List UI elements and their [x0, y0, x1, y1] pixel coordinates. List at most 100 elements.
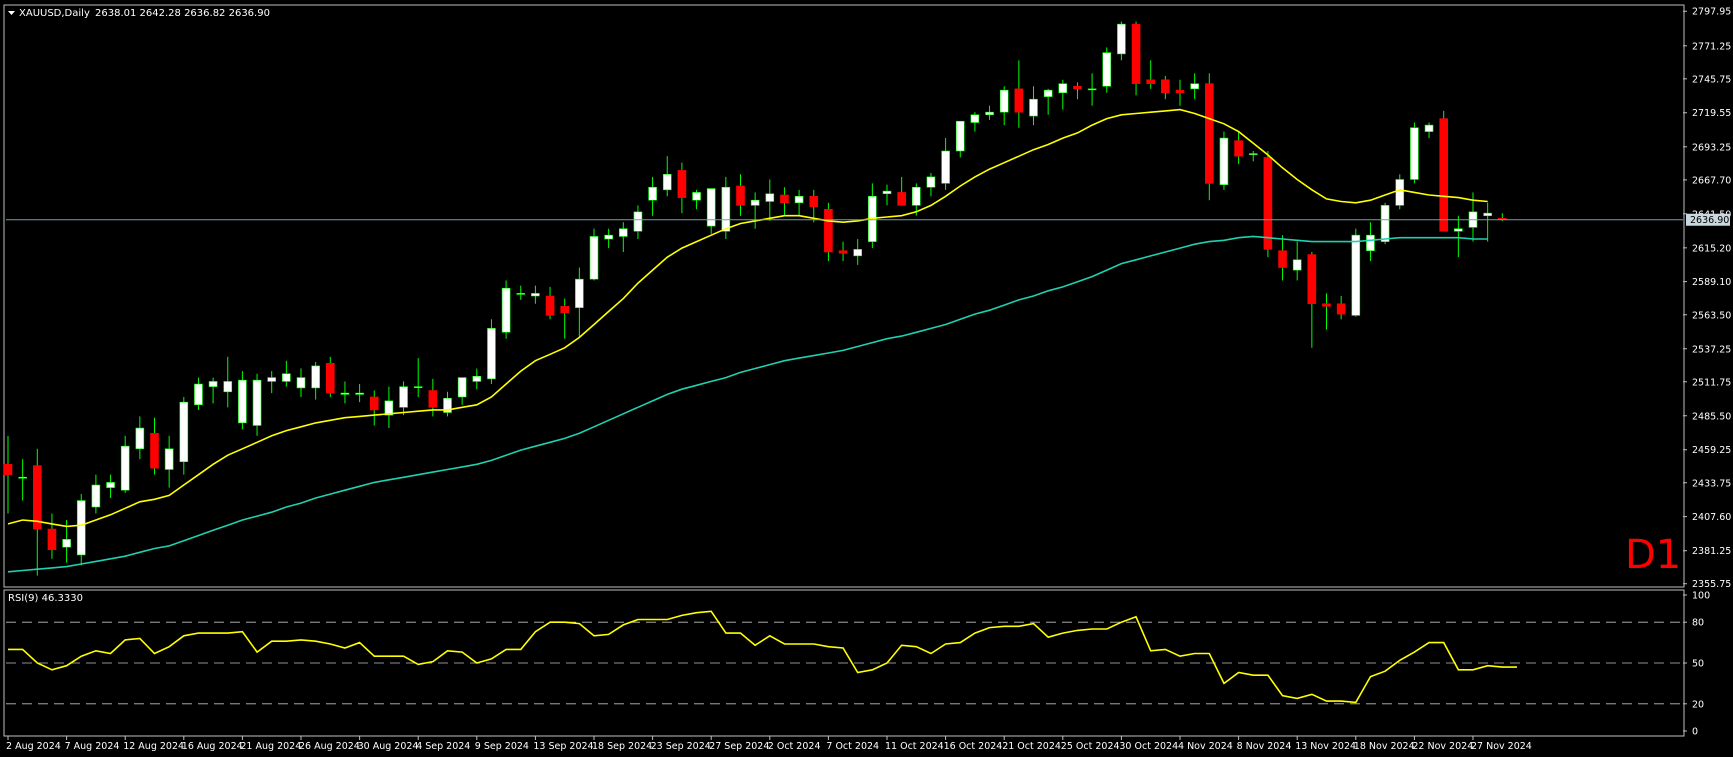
bear-candle-body: [1205, 83, 1214, 184]
bull-candle-body: [296, 377, 306, 389]
bull-candle-body: [252, 379, 262, 426]
bear-candle-body: [47, 528, 57, 551]
bear-candle-body: [545, 295, 555, 316]
candle: [970, 112, 980, 132]
rsi-tick-label: 0: [1692, 727, 1698, 738]
candle: [516, 285, 526, 300]
time-tick-label: 13 Sep 2024: [533, 741, 593, 752]
bull-candle-body: [135, 427, 145, 450]
bear-candle-body: [1278, 250, 1287, 268]
rsi-header: RSI(9) 46.3330: [8, 593, 83, 604]
bull-candle-body: [223, 381, 233, 393]
bull-candle-body: [1102, 52, 1112, 87]
candle: [999, 86, 1009, 126]
time-tick-label: 12 Aug 2024: [123, 741, 184, 752]
candle: [955, 120, 965, 158]
candle: [531, 285, 540, 304]
bull-candle-body: [311, 365, 320, 389]
bull-candle-body: [589, 236, 599, 280]
bull-candle-body: [999, 89, 1009, 113]
candle: [150, 417, 159, 475]
bull-candle-body: [1410, 127, 1419, 180]
bull-candle-body: [355, 392, 364, 395]
candle: [1043, 88, 1053, 115]
candle: [1483, 202, 1492, 242]
candle: [750, 192, 760, 229]
price-tick-label: 2563.50: [1692, 310, 1731, 321]
time-tick-label: 27 Sep 2024: [709, 741, 769, 752]
candle: [1278, 235, 1287, 281]
candle: [1248, 151, 1258, 162]
price-tick-label: 2485.50: [1692, 411, 1731, 422]
ma-slow-line: [7, 235, 1488, 573]
bull-candle-body: [721, 186, 731, 232]
time-tick-label: 8 Nov 2024: [1237, 741, 1292, 752]
candle: [399, 381, 408, 416]
bull-candle-body: [1366, 234, 1375, 251]
bear-candle-body: [780, 194, 789, 204]
candle: [311, 362, 320, 400]
candle: [736, 174, 745, 216]
candle: [1410, 122, 1419, 184]
price-tick-label: 2407.60: [1692, 512, 1731, 523]
candle: [941, 138, 950, 190]
time-tick-label: 4 Nov 2024: [1178, 741, 1233, 752]
bull-candle-body: [399, 386, 408, 408]
bear-candle-body: [677, 170, 687, 198]
candle: [677, 162, 687, 214]
bull-candle-body: [531, 293, 540, 297]
price-tick-label: 2589.10: [1692, 277, 1731, 288]
time-tick-label: 22 Nov 2024: [1412, 741, 1473, 752]
price-tick-label: 2537.25: [1692, 344, 1731, 355]
candle: [838, 241, 848, 262]
price-tick-label: 2797.95: [1692, 7, 1731, 18]
candle: [355, 384, 364, 403]
bear-candle-body: [3, 464, 13, 475]
bear-candle-body: [1131, 23, 1141, 84]
candle: [179, 396, 189, 475]
bull-candle-body: [1117, 23, 1126, 55]
bull-candle-body: [1395, 179, 1405, 206]
ma-fast-line: [7, 108, 1488, 528]
candle: [911, 183, 921, 216]
bull-candle-body: [1454, 228, 1463, 232]
bull-candle-body: [106, 482, 115, 488]
symbol-label: XAUUSD,Daily: [19, 8, 90, 19]
time-tick-label: 13 Nov 2024: [1295, 741, 1356, 752]
candle: [1175, 79, 1185, 106]
candle: [32, 448, 42, 576]
candle: [706, 188, 716, 234]
bull-candle-body: [853, 249, 863, 257]
time-tick-label: 9 Sep 2024: [475, 741, 529, 752]
bull-candle-body: [941, 150, 950, 184]
candle: [1454, 215, 1463, 258]
price-tick-label: 2719.55: [1692, 108, 1731, 119]
rsi-line: [8, 610, 1517, 704]
price-tick-label: 2355.75: [1692, 579, 1731, 590]
bull-candle-body: [970, 114, 980, 123]
candle: [135, 416, 145, 460]
collapse-triangle-icon[interactable]: [8, 11, 15, 15]
bull-candle-body: [692, 192, 701, 201]
candle: [208, 377, 218, 404]
candle: [765, 179, 775, 221]
candle: [120, 435, 130, 493]
rsi-label: RSI(9) 46.3330: [8, 593, 83, 604]
time-tick-label: 2 Oct 2024: [768, 741, 821, 752]
time-tick-label: 18 Sep 2024: [592, 741, 652, 752]
bull-candle-body: [662, 174, 672, 191]
bull-candle-body: [1058, 83, 1068, 94]
candle: [985, 105, 994, 120]
bull-candle-body: [1351, 234, 1361, 316]
bull-candle-body: [76, 500, 86, 556]
candle: [1219, 131, 1229, 190]
bull-candle-body: [985, 111, 994, 116]
current-price-box: [1686, 213, 1730, 226]
time-tick-label: 26 Aug 2024: [299, 741, 360, 752]
time-tick-label: 27 Nov 2024: [1471, 741, 1532, 752]
timeframe-watermark: D1: [1625, 532, 1681, 578]
candle: [1336, 296, 1346, 320]
bull-candle-body: [604, 234, 613, 240]
